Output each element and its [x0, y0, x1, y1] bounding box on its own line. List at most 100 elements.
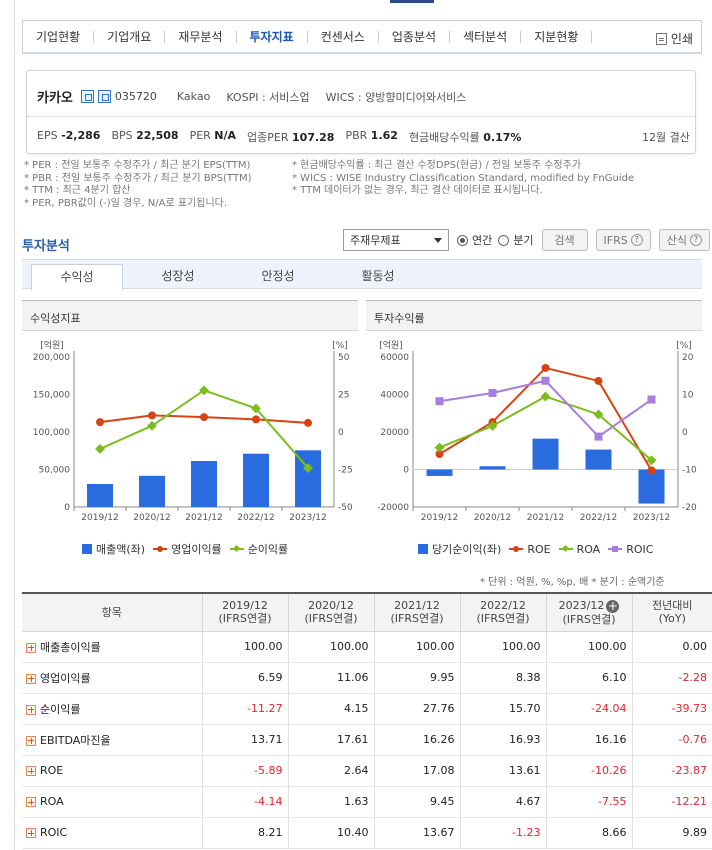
expand-row-icon[interactable]: [26, 642, 36, 653]
x-tick-label: 2021/12: [185, 513, 222, 523]
table-row: 매출총이익률 100.00 100.00 100.00 100.00 100.00 0.00: [22, 631, 712, 663]
table-cell: 16.16: [545, 724, 632, 756]
table-cell: -5.89: [201, 755, 288, 787]
row-label[interactable]: 매출총이익률: [22, 631, 202, 663]
data-point: [147, 420, 157, 431]
home-icon[interactable]: [80, 90, 94, 103]
expand-columns-icon[interactable]: +: [606, 598, 620, 613]
nav-item[interactable]: 업종분석: [379, 30, 451, 43]
print-icon: [655, 32, 667, 45]
table-cell: 13.71: [201, 724, 288, 756]
bar: [87, 483, 113, 507]
legend-roic: ROIC: [608, 543, 653, 556]
formula-button[interactable]: 산식?: [658, 229, 710, 251]
row-label[interactable]: ROE: [22, 755, 202, 787]
row-label[interactable]: 순이익률: [22, 693, 202, 725]
print-button[interactable]: 인쇄: [655, 30, 693, 47]
x-tick-label: 2022/12: [237, 513, 274, 523]
panel-title: 수익성지표: [22, 301, 358, 331]
panel-title: 투자수익률: [366, 301, 702, 331]
row-label[interactable]: EBITDA마진율: [22, 724, 202, 756]
header-year: 2022/12 (IFRS연결): [459, 593, 546, 632]
tab-activity[interactable]: 활동성: [361, 269, 395, 283]
expand-row-icon[interactable]: [26, 828, 36, 838]
y-right-tick: 10: [682, 391, 694, 401]
y-right-tick: -50: [338, 503, 353, 513]
stock-code: 035720: [114, 90, 157, 103]
expand-row-icon[interactable]: [26, 797, 36, 807]
ifrs-button[interactable]: IFRS?: [595, 229, 651, 251]
expand-row-icon[interactable]: [26, 735, 36, 746]
table-cell: 11.06: [287, 662, 374, 694]
statement-select[interactable]: 주재무제표: [343, 229, 449, 251]
header-item: 항목: [22, 593, 202, 632]
data-point: [541, 363, 550, 372]
radio-annual-label: 연간: [472, 234, 493, 247]
homepage-icon[interactable]: [97, 90, 111, 103]
y-left-tick: 0: [403, 466, 409, 476]
data-point: [541, 376, 550, 385]
table-cell: 1.63: [287, 786, 374, 818]
table-cell: 100.00: [459, 631, 546, 663]
data-point: [148, 411, 156, 420]
data-point: [647, 466, 656, 475]
active-indicator: [390, 0, 434, 3]
y-right-tick: 0: [682, 428, 688, 438]
table-row: ROIC 8.21 10.40 13.67 -1.23 8.66 9.89: [22, 817, 712, 849]
y-left-tick: 20000: [380, 428, 409, 438]
sector-per-stat: 업종PER 107.28: [247, 131, 335, 144]
radio-annual[interactable]: [457, 234, 468, 246]
expand-row-icon[interactable]: [26, 704, 36, 715]
table-cell: 8.38: [459, 662, 546, 694]
table-cell: -12.21: [631, 786, 712, 818]
ratio-table: 항목 2019/12 (IFRS연결) 2020/12 (IFRS연결) 2021/12…: [22, 592, 712, 849]
tab-stability[interactable]: 안정성: [261, 269, 295, 283]
y-left-tick: -20000: [377, 503, 409, 513]
nav-item[interactable]: 투자지표: [237, 30, 308, 43]
tab-profitability[interactable]: 수익성: [31, 264, 123, 291]
y-right-tick: -25: [338, 466, 353, 476]
nav-item[interactable]: 기업현황: [23, 30, 95, 43]
table-cell: 27.76: [373, 693, 460, 725]
nav-item[interactable]: 섹터분석: [450, 30, 522, 43]
table-cell: 4.67: [459, 786, 546, 818]
table-cell: 16.93: [459, 724, 546, 756]
dividend-stat: 현금배당수익률 0.17%: [408, 131, 522, 144]
bar: [532, 438, 559, 470]
nav-item[interactable]: 지분현황: [521, 30, 593, 43]
search-button[interactable]: 검색: [541, 229, 588, 251]
chevron-down-icon: [434, 237, 442, 243]
tab-growth[interactable]: 성장성: [161, 269, 195, 283]
radio-quarter[interactable]: [498, 234, 510, 246]
data-point: [200, 413, 208, 422]
expand-row-icon[interactable]: [26, 673, 36, 684]
nav-item[interactable]: 기업개요: [94, 30, 166, 43]
y-right-label: [%]: [676, 341, 692, 351]
nav-item[interactable]: 컨센서스: [308, 30, 379, 43]
x-tick-label: 2023/12: [289, 513, 326, 523]
expand-row-icon[interactable]: [26, 766, 36, 776]
section-title: 투자분석: [22, 239, 70, 254]
row-label[interactable]: ROIC: [22, 817, 202, 849]
table-cell: 100.00: [287, 631, 374, 663]
row-label[interactable]: ROA: [22, 786, 202, 818]
bar: [479, 466, 506, 470]
table-cell: 100.00: [201, 631, 288, 663]
company-name: 카카오: [37, 91, 73, 106]
data-point: [435, 397, 444, 406]
table-row: 순이익률 -11.27 4.15 27.76 15.70 -24.04 -39.73: [22, 693, 712, 725]
y-left-tick: 100,000: [33, 428, 70, 438]
y-left-tick: 200,000: [33, 353, 70, 363]
analysis-tabs: 수익성 성장성 안정성 활동성: [22, 259, 702, 291]
data-point: [95, 443, 105, 454]
data-point: [487, 420, 498, 431]
x-tick-label: 2021/12: [527, 513, 564, 523]
y-right-tick: 0: [338, 428, 344, 438]
table-cell: 9.45: [373, 786, 460, 818]
bar: [295, 450, 321, 507]
table-cell: 9.89: [631, 817, 712, 849]
nav-item[interactable]: 재무분석: [165, 30, 237, 43]
radio-quarter-label: 분기: [513, 234, 534, 247]
table-cell: -7.55: [545, 786, 632, 818]
row-label[interactable]: 영업이익률: [22, 662, 202, 694]
